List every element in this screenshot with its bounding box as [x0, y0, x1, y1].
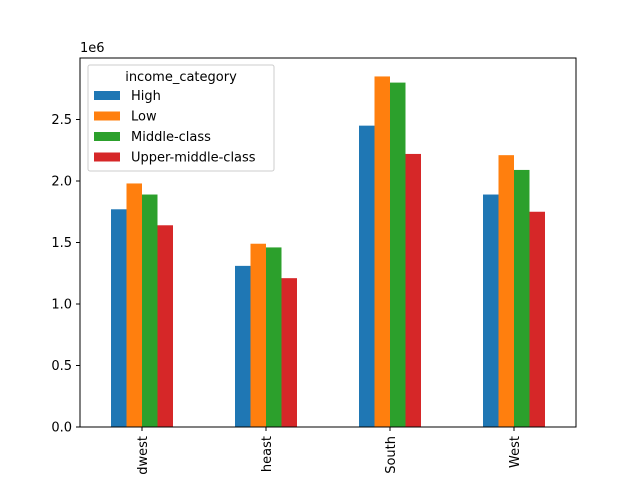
y-axis: 0.0 0.5 1.0 1.5 2.0 2.5 — [51, 113, 80, 436]
bar-low-0 — [126, 183, 142, 427]
x-tick-label: heast — [260, 436, 275, 472]
legend-items: High Low Middle-class Upper-middle-class — [94, 89, 256, 166]
x-tick-label: South — [384, 436, 399, 474]
bar-low-3 — [498, 155, 514, 428]
legend-label: Upper-middle-class — [131, 151, 256, 166]
y-axis-offset-label: 1e6 — [80, 41, 105, 56]
legend-title: income_category — [125, 70, 237, 85]
y-tick-label: 0.5 — [51, 359, 72, 374]
bar-low-1 — [250, 243, 266, 427]
x-tick-label: dwest — [136, 436, 151, 475]
bar-middle-class-2 — [390, 82, 406, 427]
bar-middle-class-0 — [142, 194, 158, 427]
legend: income_category High Low Middle-class Upper… — [87, 64, 275, 172]
bar-upper-middle-class-3 — [529, 211, 545, 427]
bars-layer — [111, 76, 545, 428]
legend-swatch — [94, 152, 120, 162]
bar-middle-class-1 — [266, 247, 282, 427]
legend-swatch — [94, 91, 120, 100]
y-tick-label: 2.0 — [51, 175, 72, 190]
bar-middle-class-3 — [514, 169, 530, 427]
legend-label: High — [131, 89, 161, 104]
y-tick-label: 2.5 — [51, 113, 72, 128]
bar-high-2 — [359, 125, 375, 428]
bar-low-2 — [374, 76, 390, 427]
bar-high-0 — [111, 209, 127, 427]
y-tick-label: 1.0 — [51, 298, 72, 313]
x-axis: dwest heast South West — [136, 427, 523, 475]
y-tick-label: 0.0 — [51, 421, 72, 436]
bar-upper-middle-class-1 — [281, 278, 297, 427]
x-tick-label: West — [508, 436, 523, 468]
legend-label: Middle-class — [131, 130, 211, 145]
y-tick-label: 1.5 — [51, 236, 72, 251]
bar-upper-middle-class-2 — [405, 153, 421, 427]
legend-box — [87, 64, 275, 172]
legend-swatch — [94, 132, 120, 141]
legend-swatch — [94, 111, 120, 121]
bar-high-3 — [483, 194, 499, 427]
bar-high-1 — [235, 265, 251, 427]
legend-label: Low — [131, 110, 157, 125]
bar-upper-middle-class-0 — [157, 225, 173, 427]
